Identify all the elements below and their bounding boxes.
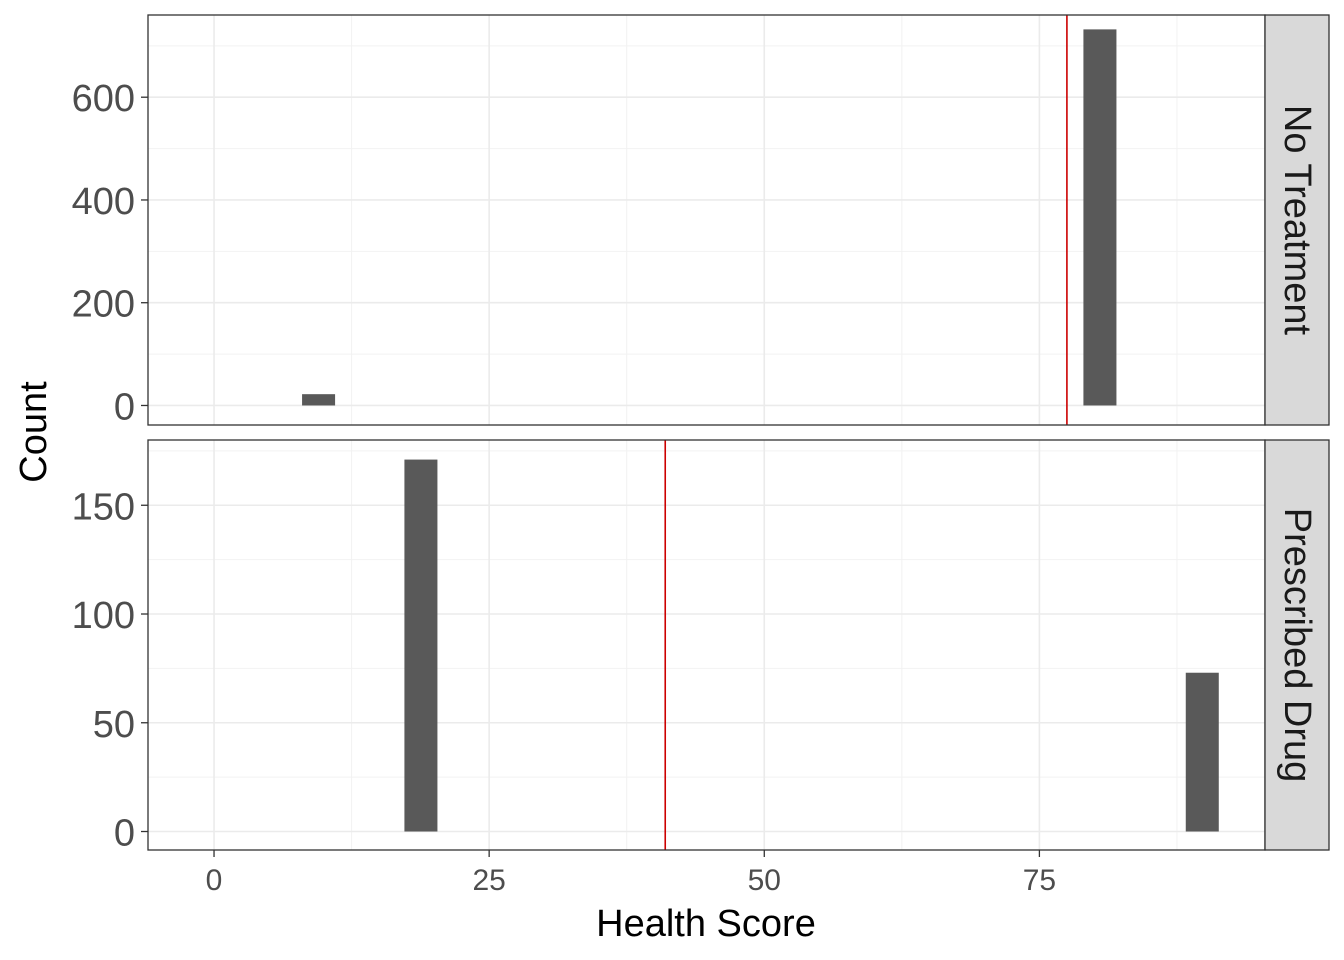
y-tick-label: 50 <box>93 704 135 746</box>
y-tick-label: 600 <box>72 78 135 120</box>
panel-background <box>148 440 1265 850</box>
histogram-bar <box>1185 672 1219 832</box>
x-axis-title: Health Score <box>596 903 816 945</box>
y-tick-label: 150 <box>72 486 135 528</box>
x-tick-label: 25 <box>472 864 505 897</box>
y-tick-label: 0 <box>114 386 135 428</box>
y-tick-label: 100 <box>72 595 135 637</box>
histogram-bar <box>302 394 336 406</box>
facet-strip-label: Prescribed Drug <box>1276 508 1318 783</box>
y-axis-title: Count <box>13 381 55 483</box>
histogram-bar <box>404 459 438 832</box>
facet-strip <box>1264 439 1330 851</box>
y-tick-label: 0 <box>114 813 135 855</box>
facet-strip-label: No Treatment <box>1276 105 1318 336</box>
panel-background <box>148 15 1265 425</box>
x-axis: 0 25 50 75 <box>206 850 1056 897</box>
facet-panel: 0 50 100 150 Prescribed Drug <box>72 439 1330 855</box>
y-tick-label: 200 <box>72 284 135 326</box>
facets-layer: 0 200 400 600 No Treatment 0 50 100 150 Prescribe… <box>72 14 1330 855</box>
x-tick-label: 75 <box>1023 864 1056 897</box>
histogram-bar <box>1083 29 1117 406</box>
y-tick-label: 400 <box>72 181 135 223</box>
x-tick-label: 50 <box>748 864 781 897</box>
x-tick-label: 0 <box>206 864 223 897</box>
facet-strip <box>1264 14 1330 426</box>
facet-panel: 0 200 400 600 No Treatment <box>72 14 1330 428</box>
